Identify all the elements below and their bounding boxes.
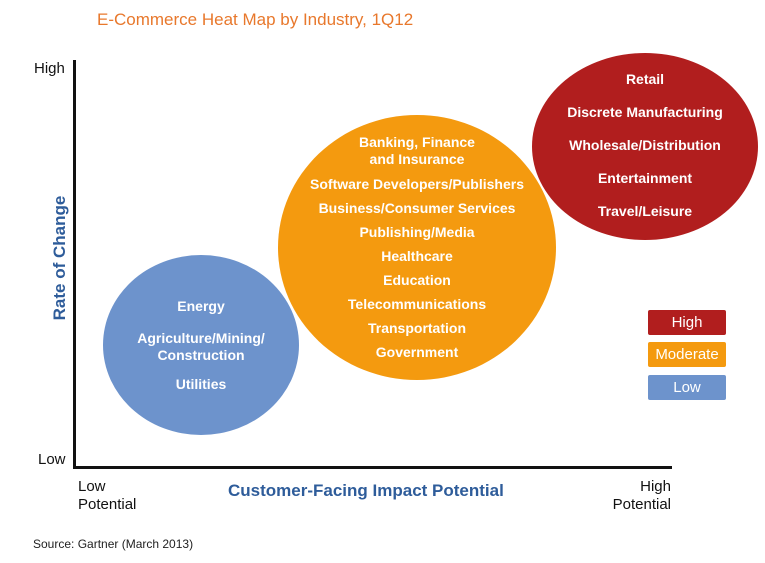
- moderate-bubble-government: Government: [375, 344, 459, 360]
- moderate-bubble-banking-line-1: Banking, Finance: [359, 134, 475, 150]
- high-bubble-entertainment: Entertainment: [597, 170, 693, 186]
- moderate-bubble: [278, 115, 556, 380]
- legend-moderate: Moderate: [648, 342, 726, 367]
- low-bubble-utilities: Utilities: [175, 376, 227, 392]
- high-bubble-travel: Travel/Leisure: [597, 203, 693, 219]
- low-bubble: [103, 255, 299, 435]
- high-bubble-wholesale: Wholesale/Distribution: [569, 137, 721, 153]
- x-axis-low-label-line-1: Low: [78, 478, 106, 495]
- x-axis-high-label-line-2: Potential: [612, 496, 671, 513]
- moderate-bubble-business: Business/Consumer Services: [318, 200, 516, 216]
- moderate-bubble-education: Education: [383, 272, 451, 288]
- low-bubble-energy: Energy: [177, 298, 225, 314]
- y-axis-line: [73, 60, 76, 468]
- moderate-bubble-banking: Banking, Finance and Insurance: [278, 134, 556, 168]
- moderate-bubble-publishing: Publishing/Media: [359, 224, 475, 240]
- x-axis-low-label-line-2: Potential: [78, 496, 137, 513]
- moderate-bubble-banking-line-2: and Insurance: [369, 151, 465, 167]
- legend-high: High: [648, 310, 726, 335]
- y-axis-title: Rate of Change: [50, 195, 69, 321]
- x-axis-title: Customer-Facing Impact Potential: [228, 481, 504, 500]
- low-bubble-agriculture-line-1: Agriculture/Mining/: [137, 330, 265, 346]
- moderate-bubble-software: Software Developers/Publishers: [310, 176, 524, 192]
- moderate-bubble-telecom: Telecommunications: [347, 296, 487, 312]
- low-bubble-agriculture: Agriculture/Mining/ Construction: [103, 330, 299, 364]
- low-bubble-agriculture-line-2: Construction: [157, 347, 245, 363]
- high-bubble-retail: Retail: [625, 71, 665, 87]
- x-axis-high-label: High Potential: [605, 478, 671, 514]
- x-axis-low-label: Low Potential: [78, 478, 136, 514]
- high-bubble: [532, 53, 758, 240]
- high-bubble-discrete-manufacturing: Discrete Manufacturing: [567, 104, 723, 120]
- moderate-bubble-transportation: Transportation: [367, 320, 466, 336]
- x-axis-line: [73, 466, 672, 469]
- moderate-bubble-healthcare: Healthcare: [381, 248, 453, 264]
- chart-title: E-Commerce Heat Map by Industry, 1Q12: [97, 10, 414, 29]
- legend-low: Low: [648, 375, 726, 400]
- source-note: Source: Gartner (March 2013): [33, 537, 194, 551]
- y-axis-low-label: Low: [38, 451, 66, 468]
- y-axis-high-label: High: [34, 60, 65, 77]
- x-axis-high-label-line-1: High: [640, 478, 671, 495]
